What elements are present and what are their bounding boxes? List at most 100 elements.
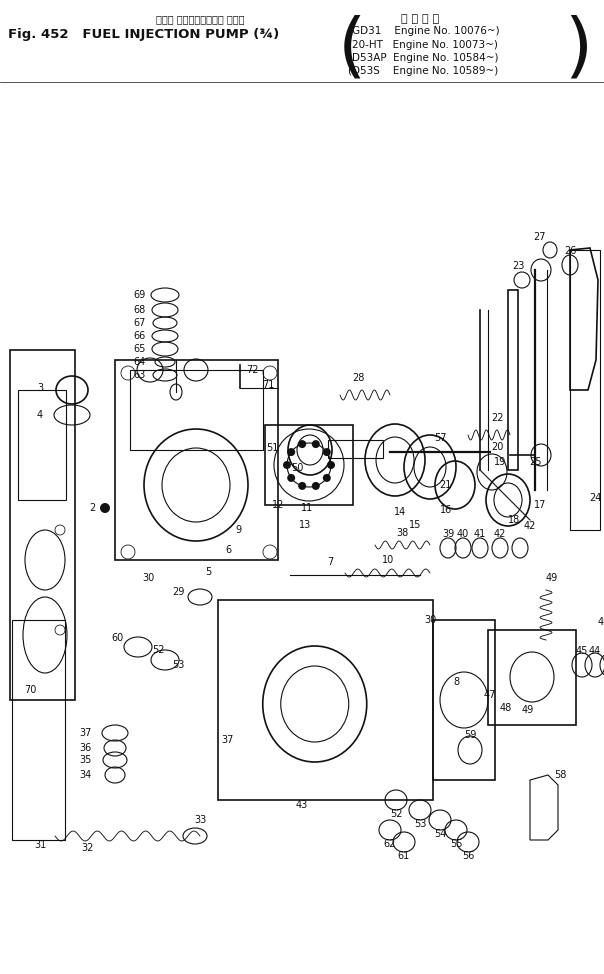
Text: 49: 49 (546, 573, 558, 583)
Ellipse shape (283, 461, 291, 469)
Ellipse shape (312, 440, 320, 448)
Ellipse shape (100, 503, 110, 513)
Text: 54: 54 (434, 829, 446, 839)
Text: 48: 48 (500, 703, 512, 713)
Text: 3: 3 (37, 383, 43, 393)
Ellipse shape (287, 474, 295, 482)
Text: 49: 49 (522, 705, 534, 715)
Text: 32: 32 (82, 843, 94, 853)
Text: 39: 39 (442, 529, 454, 539)
Text: 37: 37 (222, 735, 234, 745)
Text: 19: 19 (494, 457, 506, 467)
Text: 69: 69 (134, 290, 146, 300)
Bar (433, 620, 495, 780)
Text: 34: 34 (79, 770, 91, 780)
Text: 24: 24 (589, 493, 601, 503)
Text: 42: 42 (524, 521, 536, 531)
Text: (20-HT   Engine No. 10073~): (20-HT Engine No. 10073~) (348, 40, 498, 50)
Text: Fig. 452   FUEL INJECTION PUMP (¾): Fig. 452 FUEL INJECTION PUMP (¾) (8, 28, 279, 41)
Text: 8: 8 (453, 677, 459, 687)
Text: 適 用 号 機: 適 用 号 機 (401, 14, 439, 24)
Text: 55: 55 (450, 839, 462, 849)
Text: (: ( (338, 14, 366, 83)
Text: 62: 62 (384, 839, 396, 849)
Text: (GD31    Engine No. 10076~): (GD31 Engine No. 10076~) (348, 26, 500, 36)
Text: 72: 72 (246, 365, 259, 375)
Text: 61: 61 (398, 851, 410, 861)
Text: 38: 38 (396, 528, 408, 538)
Text: 4: 4 (37, 410, 43, 420)
Text: 46: 46 (598, 617, 604, 627)
Text: 57: 57 (434, 433, 446, 443)
Text: 31: 31 (34, 840, 46, 850)
Text: 63: 63 (134, 370, 146, 380)
Text: 43: 43 (296, 800, 308, 810)
Text: 17: 17 (534, 500, 546, 510)
Text: 52: 52 (390, 809, 402, 819)
Text: 70: 70 (24, 685, 36, 695)
Text: 37: 37 (79, 728, 91, 738)
Text: 14: 14 (394, 507, 406, 517)
Text: 68: 68 (134, 305, 146, 315)
Text: 42: 42 (494, 529, 506, 539)
Text: 58: 58 (554, 770, 566, 780)
Text: 10: 10 (382, 555, 394, 565)
Bar (18, 390, 66, 500)
Text: 50: 50 (291, 463, 303, 473)
Bar (218, 600, 433, 800)
Text: 59: 59 (464, 730, 476, 740)
Bar (488, 630, 576, 725)
Text: 64: 64 (134, 357, 146, 367)
Text: 60: 60 (112, 633, 124, 643)
Ellipse shape (327, 461, 335, 469)
Text: 67: 67 (134, 318, 146, 328)
Text: 13: 13 (299, 520, 311, 530)
Text: 47: 47 (484, 690, 496, 700)
Text: 36: 36 (79, 743, 91, 753)
Ellipse shape (323, 474, 331, 482)
Text: 44: 44 (589, 646, 601, 656)
Text: 29: 29 (172, 587, 184, 597)
Ellipse shape (287, 448, 295, 456)
Text: 5: 5 (205, 567, 211, 577)
Text: 65: 65 (134, 344, 146, 354)
Text: 26: 26 (564, 246, 576, 256)
Text: 9: 9 (235, 525, 241, 535)
Text: 11: 11 (301, 503, 313, 513)
Bar (328, 440, 383, 458)
Text: 25: 25 (528, 457, 541, 467)
Text: 7: 7 (327, 557, 333, 567)
Text: 23: 23 (512, 261, 524, 271)
Text: ): ) (564, 14, 592, 83)
Text: 16: 16 (440, 505, 452, 515)
Text: 18: 18 (508, 515, 520, 525)
Text: 51: 51 (266, 443, 278, 453)
Text: 52: 52 (152, 645, 164, 655)
Text: 71: 71 (262, 380, 274, 390)
Text: 41: 41 (474, 529, 486, 539)
Text: 6: 6 (225, 545, 231, 555)
Text: 45: 45 (576, 646, 588, 656)
Ellipse shape (298, 482, 306, 490)
Text: 53: 53 (172, 660, 184, 670)
Text: 27: 27 (534, 232, 546, 242)
Text: 33: 33 (194, 815, 206, 825)
Text: 30: 30 (424, 615, 436, 625)
Text: 35: 35 (79, 755, 91, 765)
Text: フェル インジェクション ポンプ: フェル インジェクション ポンプ (156, 14, 244, 24)
Ellipse shape (312, 482, 320, 490)
Bar (130, 370, 263, 450)
Text: 21: 21 (439, 480, 451, 490)
Ellipse shape (323, 448, 331, 456)
Text: 12: 12 (272, 500, 284, 510)
Bar (115, 360, 278, 560)
Text: 20: 20 (491, 442, 503, 452)
Text: 40: 40 (457, 529, 469, 539)
Bar (265, 425, 353, 505)
Text: (D53S    Engine No. 10589~): (D53S Engine No. 10589~) (348, 66, 498, 77)
Text: 15: 15 (409, 520, 421, 530)
Text: (D53AP  Engine No. 10584~): (D53AP Engine No. 10584~) (348, 53, 498, 63)
Text: 53: 53 (414, 819, 426, 829)
Bar (508, 290, 518, 470)
Text: 28: 28 (352, 373, 364, 383)
